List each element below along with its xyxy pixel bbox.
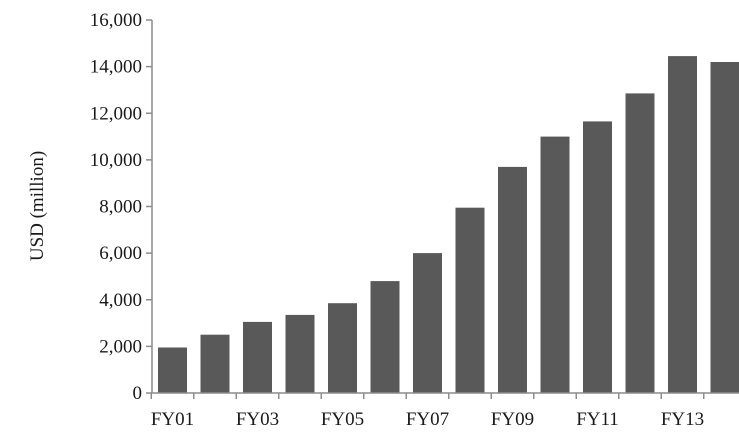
x-tick-label: FY05 xyxy=(321,409,364,430)
axes-group xyxy=(146,19,739,399)
bars-group xyxy=(158,56,739,394)
bar-fy14 xyxy=(710,62,739,393)
bar-fy10 xyxy=(540,136,570,393)
x-tick-label: FY03 xyxy=(236,409,279,430)
x-tick-label: FY07 xyxy=(406,409,449,430)
bar-fy05 xyxy=(328,303,357,393)
x-tick-labels: FY01 FY03 FY05 FY07 FY09 FY11 FY13 xyxy=(151,409,704,430)
bar-fy07 xyxy=(413,253,442,393)
y-tick-label: 2,000 xyxy=(99,336,142,357)
bar-fy01 xyxy=(158,347,187,393)
y-tick-label: 0 xyxy=(133,383,143,404)
y-tick-label: 4,000 xyxy=(99,290,142,311)
bar-fy06 xyxy=(370,281,400,393)
x-tick-label: FY13 xyxy=(661,409,704,430)
y-tick-label: 6,000 xyxy=(99,243,142,264)
y-tick-label: 14,000 xyxy=(90,57,142,78)
y-tick-label: 16,000 xyxy=(90,10,142,31)
bar-fy13 xyxy=(668,56,697,393)
bar-fy02 xyxy=(200,334,230,393)
x-tick-label: FY01 xyxy=(151,409,194,430)
y-tick-labels: 0 2,000 4,000 6,000 8,000 10,000 12,000 14,000 1… xyxy=(90,10,142,404)
y-tick-label: 8,000 xyxy=(99,197,142,218)
y-tick-label: 12,000 xyxy=(90,103,142,124)
bar-fy08 xyxy=(455,207,485,393)
bar-fy03 xyxy=(243,321,272,393)
x-tick-label: FY09 xyxy=(491,409,534,430)
bar-fy12 xyxy=(625,93,655,394)
bar-fy11 xyxy=(583,121,612,394)
y-tick-label: 10,000 xyxy=(90,150,142,171)
x-tick-label: FY11 xyxy=(576,409,619,430)
bar-fy04 xyxy=(285,314,315,393)
bar-fy09 xyxy=(498,166,527,393)
y-axis-title: USD (million) xyxy=(27,151,48,261)
